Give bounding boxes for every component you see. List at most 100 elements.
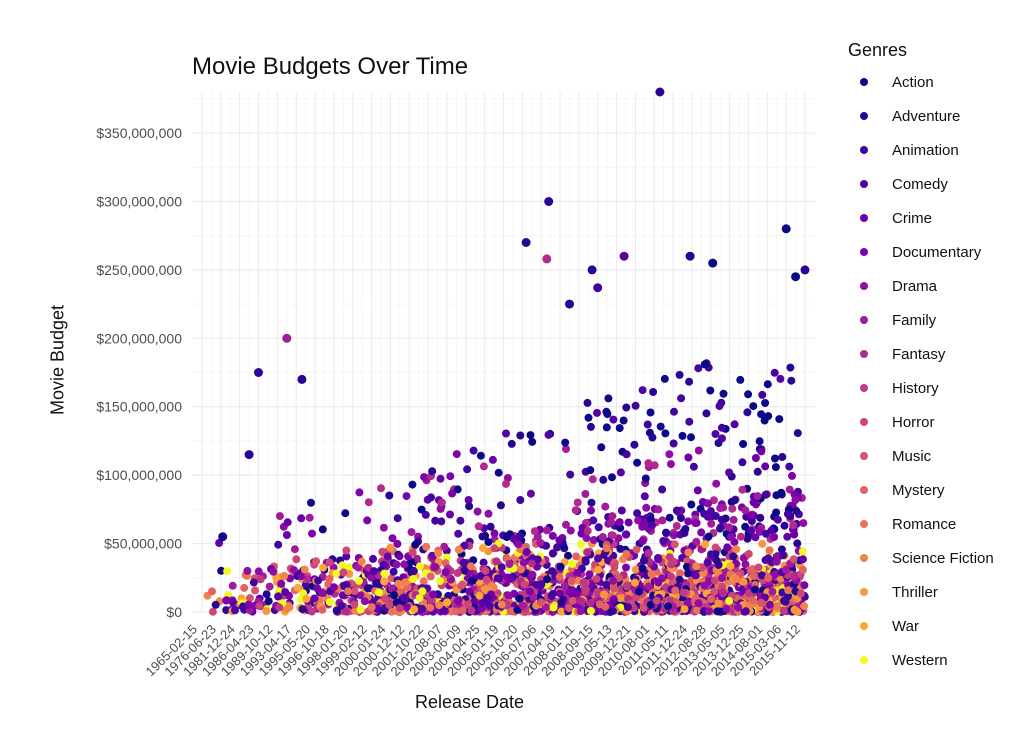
scatter-point [369, 554, 377, 563]
scatter-point [350, 587, 359, 596]
scatter-point [712, 479, 721, 488]
legend-label: Western [892, 651, 948, 669]
scatter-point [734, 603, 743, 612]
scatter-point [758, 539, 767, 548]
scatter-point [305, 513, 314, 522]
scatter-point [579, 578, 588, 587]
scatter-point [490, 529, 499, 538]
scatter-point [744, 589, 753, 597]
scatter-point [610, 563, 619, 572]
scatter-point [548, 549, 557, 558]
legend-label: Documentary [892, 243, 982, 261]
scatter-point [484, 538, 493, 547]
legend-label: Comedy [892, 175, 948, 193]
scatter-point [758, 571, 766, 580]
scatter-point-highlight [565, 299, 574, 309]
y-tick-label: $100,000,000 [96, 467, 182, 483]
scatter-point [741, 560, 750, 569]
scatter-point [783, 532, 792, 541]
scatter-point [680, 605, 689, 614]
scatter-point [799, 519, 808, 528]
scatter-point [586, 466, 595, 475]
scatter-point [717, 423, 726, 432]
scatter-point [675, 575, 684, 584]
scatter-point [670, 540, 679, 549]
scatter-point [478, 599, 487, 608]
scatter-point [587, 498, 596, 507]
scatter-point [685, 377, 694, 386]
scatter-point [431, 516, 440, 525]
scatter-point [670, 407, 678, 416]
scatter-point [303, 575, 312, 584]
scatter-point [374, 588, 383, 597]
scatter-point [687, 500, 696, 509]
scatter-point [587, 579, 596, 588]
scatter-point [721, 514, 730, 523]
scatter-point [583, 548, 592, 557]
scatter-point [269, 567, 278, 576]
scatter-point [739, 577, 748, 586]
scatter-point [778, 453, 787, 461]
scatter-point [615, 424, 624, 433]
scatter-point [506, 574, 515, 583]
scatter-point [418, 587, 427, 596]
scatter-point [355, 488, 364, 497]
scatter-point [553, 543, 562, 552]
scatter-point [725, 596, 734, 605]
scatter-point [736, 532, 745, 541]
scatter-point [390, 591, 399, 600]
scatter-point [394, 579, 403, 588]
y-tick-label: $250,000,000 [96, 262, 182, 278]
scatter-point [638, 537, 647, 545]
scatter-point [486, 522, 495, 531]
scatter-point-highlight [619, 251, 629, 261]
legend-dot [860, 350, 868, 358]
scatter-point [608, 531, 617, 540]
scatter-point [522, 548, 531, 557]
x-axis-title: Release Date [415, 692, 525, 712]
scatter-point [610, 584, 618, 593]
scatter-point [302, 594, 311, 603]
scatter-point [684, 517, 693, 526]
scatter-point [422, 542, 431, 551]
scatter-point [325, 558, 334, 567]
scatter-point [505, 560, 514, 568]
legend-dot [860, 248, 868, 256]
scatter-point [211, 600, 220, 609]
scatter-point [594, 565, 603, 574]
scatter-point [654, 505, 663, 514]
scatter-point [536, 581, 545, 590]
scatter-point [386, 543, 395, 552]
scatter-point [297, 514, 306, 523]
scatter-point [463, 465, 472, 474]
scatter-point [622, 403, 631, 412]
scatter-point [452, 450, 461, 459]
legend-item: Fantasy [848, 337, 1018, 371]
scatter-point [314, 576, 323, 585]
scatter-point [504, 591, 513, 600]
scatter-point [542, 526, 551, 535]
scatter-point [798, 565, 807, 574]
scatter-point-highlight [218, 532, 228, 542]
scatter-point [755, 527, 764, 536]
scatter-point [337, 602, 346, 610]
scatter-point [319, 563, 327, 572]
scatter-point [402, 603, 411, 612]
scatter-point [215, 539, 224, 547]
scatter-point [281, 588, 290, 597]
scatter-point [706, 507, 715, 516]
scatter-point [573, 568, 582, 577]
scatter-point [454, 545, 463, 554]
scatter-point [516, 431, 525, 440]
legend-item: Mystery [848, 473, 1018, 507]
scatter-point [576, 607, 585, 615]
scatter-point [277, 579, 286, 588]
scatter-point [393, 539, 402, 548]
scatter-point [419, 577, 428, 586]
legend-item: Action [848, 65, 1018, 99]
scatter-point [644, 582, 653, 591]
scatter-point [792, 506, 801, 515]
scatter-point [710, 587, 719, 596]
legend-label: Romance [892, 515, 957, 533]
scatter-point [764, 554, 773, 563]
